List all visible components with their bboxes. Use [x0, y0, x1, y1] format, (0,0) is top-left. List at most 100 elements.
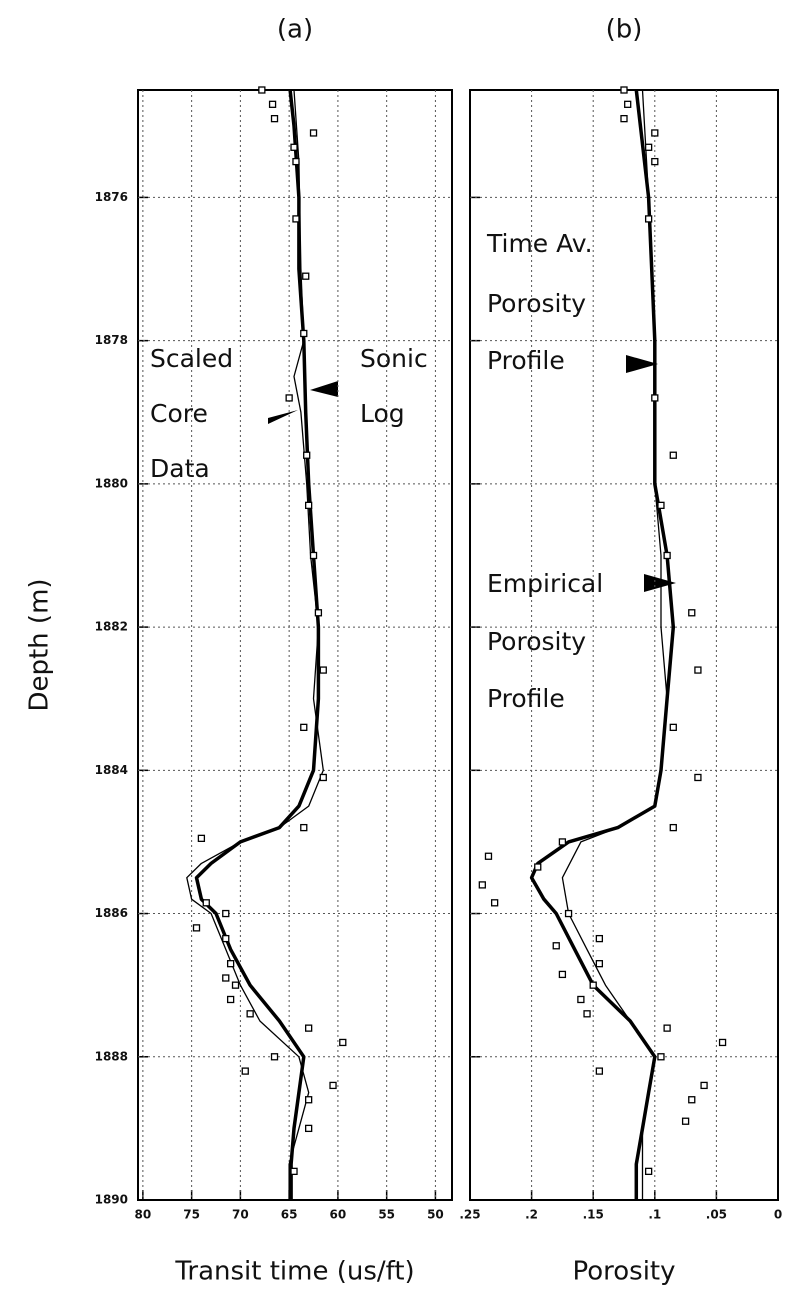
- core-point: [268, 100, 277, 108]
- core-point: [309, 129, 318, 137]
- core-point: [620, 86, 628, 94]
- core-point: [290, 1167, 298, 1176]
- core-point: [226, 995, 235, 1004]
- log-line: [561, 89, 668, 1200]
- core-point: [577, 995, 585, 1004]
- y-tick-label: 1884: [95, 763, 128, 777]
- core-point: [657, 501, 665, 510]
- core-point: [226, 960, 235, 968]
- core-point: [192, 924, 201, 932]
- core-point: [305, 1096, 313, 1104]
- x-tick-label: 70: [232, 1208, 249, 1222]
- y-tick-label: 1880: [95, 476, 128, 490]
- arrow: [268, 410, 298, 424]
- y-tick-label: 1888: [95, 1049, 128, 1063]
- x-tick-label: 75: [183, 1208, 200, 1222]
- annotation: Porosity: [487, 289, 586, 318]
- core-point: [558, 838, 567, 846]
- annotation: Log: [360, 399, 405, 428]
- x-axis-label: Porosity: [572, 1257, 675, 1287]
- y-tick-label: 1878: [95, 333, 128, 347]
- core-point: [552, 942, 560, 950]
- x-tick-label: .1: [648, 1208, 661, 1222]
- x-tick-label: .2: [525, 1208, 538, 1222]
- core-point: [669, 823, 677, 832]
- core-point: [478, 881, 486, 889]
- core-point: [314, 609, 323, 617]
- core-point: [319, 773, 327, 782]
- core-point: [305, 1024, 313, 1032]
- core-point: [595, 934, 604, 943]
- core-point: [270, 114, 279, 123]
- core-point: [319, 666, 327, 674]
- y-tick-label: 1886: [95, 906, 128, 920]
- log-line: [186, 89, 324, 1200]
- core-point: [624, 100, 632, 108]
- core-point: [644, 1167, 653, 1176]
- annotation: Time Av.: [486, 229, 593, 258]
- core-point: [595, 1067, 604, 1075]
- core-point: [718, 1038, 727, 1047]
- core-point: [490, 899, 499, 907]
- core-point: [241, 1067, 249, 1075]
- x-tick-label: 50: [427, 1208, 444, 1222]
- core-point: [595, 960, 604, 968]
- core-point: [197, 834, 206, 843]
- core-point: [300, 823, 308, 832]
- x-tick-label: .25: [459, 1208, 480, 1222]
- core-point: [305, 501, 313, 510]
- core-point: [300, 723, 308, 732]
- core-point: [270, 1053, 279, 1061]
- core-point: [558, 970, 567, 979]
- core-point: [484, 852, 493, 860]
- y-tick-label: 1890: [95, 1193, 128, 1207]
- core-point: [292, 157, 300, 166]
- y-tick-label: 1876: [95, 190, 128, 204]
- core-point: [246, 1010, 254, 1018]
- core-point: [694, 773, 702, 782]
- core-point: [534, 863, 542, 871]
- core-point: [309, 551, 318, 560]
- annotation: Scaled: [150, 344, 233, 373]
- y-axis-label: Depth (m): [25, 578, 55, 711]
- core-point: [663, 1024, 671, 1032]
- core-point: [651, 157, 659, 166]
- core-point: [303, 451, 311, 459]
- core-point: [564, 909, 573, 918]
- core-point: [285, 394, 293, 402]
- annotation: Profile: [487, 684, 565, 713]
- core-point: [688, 1096, 696, 1104]
- x-axis-label: Transit time (us/ft): [174, 1257, 414, 1287]
- panel-title: (b): [606, 15, 643, 45]
- core-point: [688, 609, 696, 617]
- core-point: [651, 129, 659, 137]
- core-point: [222, 909, 230, 918]
- annotation: Profile: [487, 346, 565, 375]
- annotation: Empirical: [487, 569, 603, 598]
- core-point: [202, 899, 210, 907]
- x-tick-label: 80: [135, 1208, 152, 1222]
- core-point: [669, 451, 677, 459]
- x-tick-label: .05: [706, 1208, 727, 1222]
- core-point: [583, 1010, 591, 1018]
- x-tick-label: .15: [583, 1208, 604, 1222]
- core-point: [339, 1038, 347, 1047]
- arrow: [310, 381, 338, 397]
- core-point: [657, 1053, 665, 1061]
- core-point: [292, 215, 300, 223]
- core-point: [300, 329, 308, 338]
- arrow: [626, 355, 658, 373]
- plot-frame: [137, 89, 453, 1201]
- core-point: [302, 272, 310, 280]
- x-tick-label: 55: [378, 1208, 395, 1222]
- core-point: [669, 723, 677, 732]
- x-tick-label: 0: [774, 1208, 782, 1222]
- core-point: [222, 974, 230, 982]
- core-point: [663, 551, 671, 560]
- core-point: [290, 143, 298, 151]
- core-point: [305, 1124, 313, 1133]
- arrow: [644, 574, 676, 592]
- core-point: [258, 86, 266, 94]
- x-tick-label: 60: [330, 1208, 347, 1222]
